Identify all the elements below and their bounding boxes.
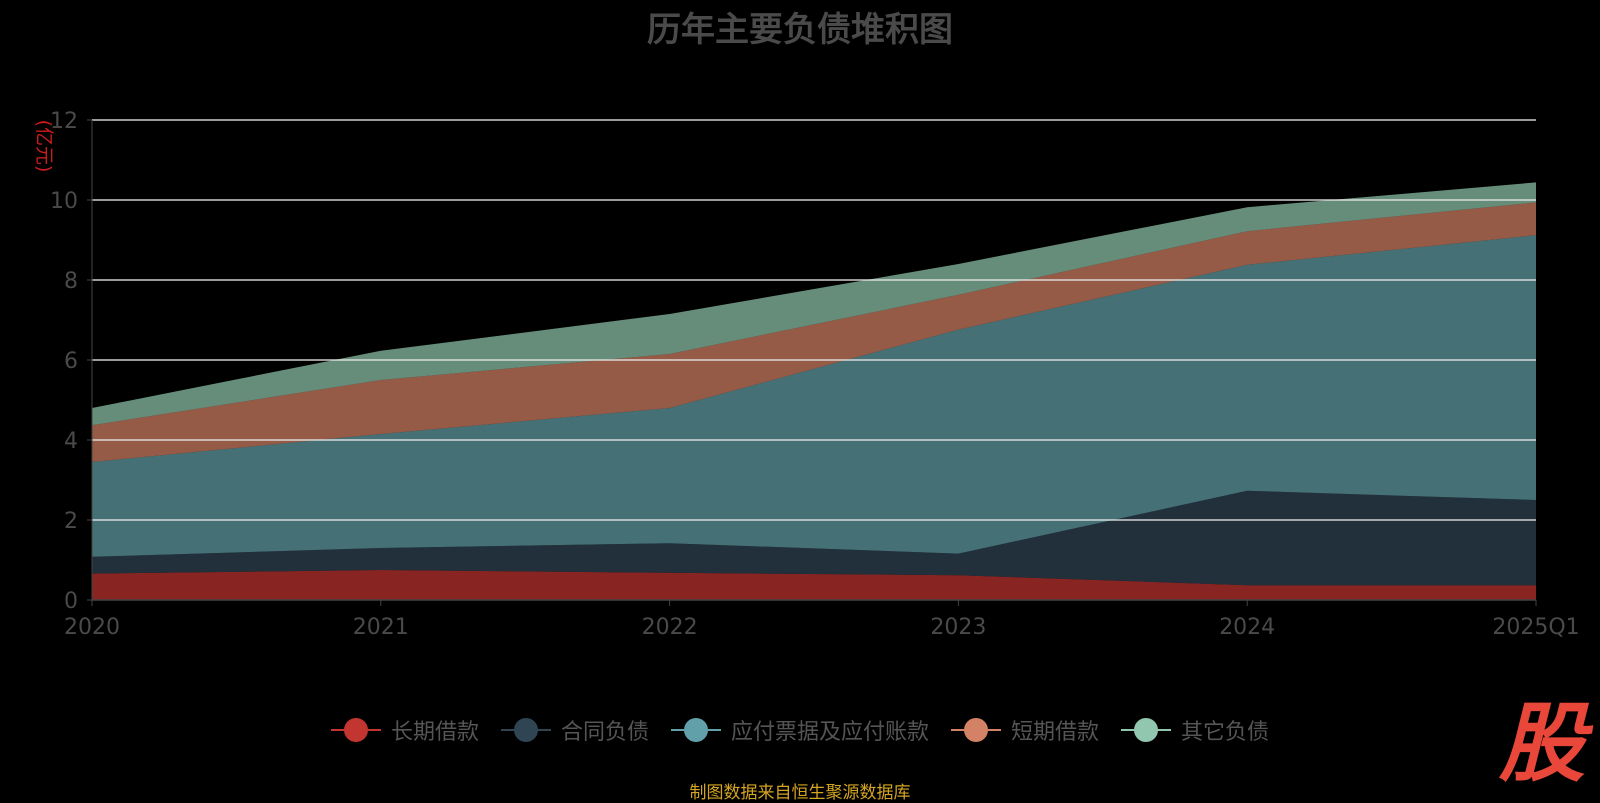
y-tick-label-2: 4	[64, 429, 78, 454]
legend-item-0[interactable]: 长期借款	[330, 714, 479, 746]
x-tick-label-4: 2024	[1219, 615, 1275, 640]
legend-marker-icon	[951, 717, 1001, 743]
legend-marker-icon	[330, 717, 381, 743]
area-series-4	[92, 182, 1536, 426]
legend-label: 合同负债	[560, 720, 649, 745]
x-tick-label-5: 2025Q1	[1492, 615, 1579, 640]
legend-marker-icon	[500, 717, 551, 743]
x-tick-label-1: 2021	[353, 615, 409, 640]
legend-label: 其它负债	[1181, 720, 1270, 745]
y-axis-label: (亿元)	[33, 120, 55, 173]
x-tick-label-0: 2020	[64, 615, 120, 640]
legend-label: 短期借款	[1011, 720, 1100, 745]
legend: 长期借款 合同负债 应付票据及应付账款 短期借款 其它负债	[0, 714, 1600, 746]
x-tick-label-3: 2023	[930, 615, 986, 640]
legend-item-4[interactable]: 其它负债	[1121, 714, 1269, 746]
area-series-1	[92, 490, 1536, 586]
legend-item-3[interactable]: 短期借款	[951, 714, 1099, 746]
y-tick-label-5: 10	[50, 189, 78, 214]
y-tick-label-3: 6	[64, 349, 78, 374]
logo-icon: 股	[1499, 694, 1585, 794]
chart-title: 历年主要负债堆积图	[647, 10, 953, 50]
legend-item-2[interactable]: 应付票据及应付账款	[670, 714, 929, 746]
area-series-3	[92, 202, 1536, 462]
y-tick-label-6: 12	[50, 109, 78, 134]
source-note: 制图数据来自恒生聚源数据库	[689, 783, 911, 803]
legend-marker-icon	[1121, 717, 1172, 743]
legend-item-1[interactable]: 合同负债	[500, 714, 649, 746]
area-series-0	[92, 570, 1536, 600]
y-tick-label-0: 0	[64, 589, 78, 614]
x-tick-label-2: 2022	[642, 615, 698, 640]
legend-label: 长期借款	[390, 720, 479, 745]
y-tick-label-1: 2	[64, 509, 78, 534]
legend-marker-icon	[670, 717, 721, 743]
legend-label: 应付票据及应付账款	[730, 720, 929, 745]
area-series-2	[92, 235, 1536, 557]
y-tick-label-4: 8	[64, 269, 78, 294]
